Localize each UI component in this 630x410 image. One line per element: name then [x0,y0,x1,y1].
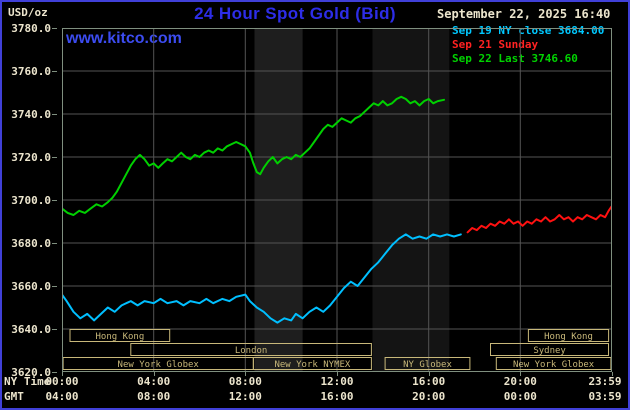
legend: Sep 19 NY close 3684.00 Sep 21 Sunday Se… [437,23,604,65]
ny-time-label: NY Time [4,375,51,388]
y-tick-label: 3660.0 [11,280,51,293]
kitco-watermark-link[interactable]: www.kitco.com [66,30,182,47]
x-axis-gmt-row: GMT 04:00 08:00 12:00 16:00 20:00 00:00 03:59 [0,390,630,403]
chart-svg: Hong Kong Hong Kong London Sydney New York G… [61,28,613,372]
x-tick-label-ny: 20:00 [503,375,537,388]
x-tick-label-gmt: 08:00 [137,390,171,403]
x-tick-label-ny: 04:00 [137,375,171,388]
gmt-label: GMT [4,390,24,403]
legend-label: Sep 21 Sunday [452,37,539,51]
y-tick-label: 3780.0 [11,22,51,35]
x-tick-label-gmt: 12:00 [228,390,262,403]
session-label: NY Globex [403,360,452,370]
y-tick-label: 3760.0 [11,65,51,78]
y-tick-label: 3700.0 [11,194,51,207]
series-line-sep21 [466,205,613,234]
x-tick-label-gmt: 16:00 [320,390,354,403]
session-label: Hong Kong [96,332,145,342]
session-label: New York Globex [513,360,595,370]
y-tick-mark [52,71,57,72]
y-tick-mark [52,329,57,330]
y-tick-mark [52,114,57,115]
session-label: New York Globex [118,360,200,370]
y-tick-mark [52,372,57,373]
y-tick-mark [52,28,57,29]
y-tick-mark [52,243,57,244]
x-tick-mark [428,372,430,376]
session-label: Hong Kong [544,332,593,342]
session-box [495,357,612,370]
x-axis-ny-row: NY Time 00:00 04:00 08:00 12:00 16:00 20:00 23… [0,375,630,388]
x-tick-mark [611,372,613,376]
x-tick-mark [245,372,247,376]
x-axis-ticks [62,372,613,378]
plot-frame [62,28,612,372]
x-tick-label-gmt: 04:00 [45,390,79,403]
x-tick-label-ny: 00:00 [45,375,79,388]
plot-area: Hong Kong Hong Kong London Sydney New York G… [61,28,613,372]
x-tick-label-ny: 12:00 [320,375,354,388]
legend-label: Sep 19 NY close 3684.00 [452,23,605,37]
y-tick-label: 3720.0 [11,151,51,164]
x-tick-label-ny: 08:00 [228,375,262,388]
session-box [490,343,609,356]
session-box [130,343,372,356]
x-tick-mark [337,372,338,376]
series-line-sep22 [61,95,445,216]
x-tick-label-ny: 16:00 [412,375,446,388]
y-tick-mark [52,200,57,201]
y-tick-label: 3740.0 [11,108,51,121]
y-tick-label: 3680.0 [11,237,51,250]
x-tick-mark [153,372,155,376]
chart-datetime: September 22, 2025 16:40 [437,7,611,21]
y-tick-label: 3640.0 [11,323,51,336]
x-tick-mark [520,372,522,376]
y-axis-unit-label: USD/oz [8,6,48,19]
y-tick-label: 3620.0 [11,366,51,379]
session-box [384,357,471,370]
x-tick-label-ny: 23:59 [588,375,622,388]
y-axis-labels: 3620.0 3640.0 3660.0 3680.0 3700.0 3720.0 3740… [0,22,58,379]
x-tick-label-gmt: 03:59 [588,390,622,403]
x-tick-label-gmt: 00:00 [503,390,537,403]
session-label: New York NYMEX [274,360,350,370]
session-label: London [235,346,268,356]
chart-title: 24 Hour Spot Gold (Bid) [194,4,396,23]
y-tick-mark [52,286,57,287]
legend-label: Sep 22 Last 3746.60 [452,51,578,65]
y-tick-mark [52,157,57,158]
session-label: Sydney [533,346,566,356]
x-tick-label-gmt: 20:00 [412,390,446,403]
x-tick-mark [62,372,63,376]
session-box [527,329,610,342]
session-box [69,329,171,342]
series-line-sep19 [61,233,462,324]
session-box [252,357,372,370]
